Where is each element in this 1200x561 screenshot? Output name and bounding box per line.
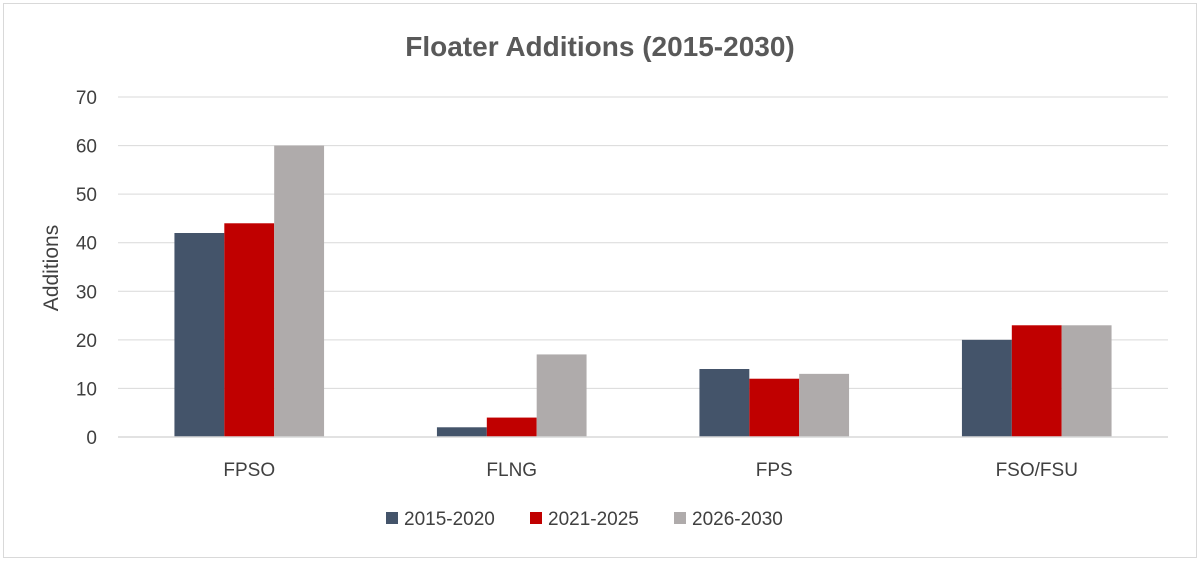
bar-flng-2015-2020 xyxy=(436,427,487,437)
bar-fpso-2021-2025 xyxy=(224,223,275,437)
legend-swatch xyxy=(530,512,542,524)
y-tick-label: 0 xyxy=(86,428,97,449)
legend-label: 2026-2030 xyxy=(692,509,783,530)
x-tick-label: FPSO xyxy=(223,460,275,481)
y-tick-label: 40 xyxy=(76,234,97,255)
bar-fps-2021-2025 xyxy=(749,378,800,437)
bar-fpso-2015-2020 xyxy=(174,233,225,437)
y-tick-label: 50 xyxy=(76,185,97,206)
bar-fso-fsu-2015-2020 xyxy=(961,339,1012,437)
legend: 2015-2020 2021-2025 2026-2030 xyxy=(386,509,783,530)
bar-fpso-2026-2030 xyxy=(274,145,325,438)
bar-fps-2026-2030 xyxy=(799,373,850,437)
x-tick-label: FLNG xyxy=(486,460,537,481)
y-axis-ticks: 0 10 20 30 40 50 60 70 xyxy=(76,88,97,449)
legend-label: 2015-2020 xyxy=(404,509,495,530)
y-tick-label: 70 xyxy=(76,88,97,109)
bar-fso-fsu-2026-2030 xyxy=(1061,325,1112,437)
legend-swatch xyxy=(386,512,398,524)
bar-flng-2026-2030 xyxy=(536,354,587,437)
y-axis-label: Additions xyxy=(40,225,63,311)
chart-title: Floater Additions (2015-2030) xyxy=(405,31,795,62)
y-tick-label: 30 xyxy=(76,282,97,303)
y-tick-label: 20 xyxy=(76,331,97,352)
bar-flng-2021-2025 xyxy=(486,417,537,437)
bar-fps-2015-2020 xyxy=(699,369,750,437)
x-axis-ticks: FPSO FLNG FPS FSO/FSU xyxy=(223,460,1078,481)
y-tick-label: 10 xyxy=(76,379,97,400)
legend-label: 2021-2025 xyxy=(548,509,639,530)
legend-swatch xyxy=(674,512,686,524)
x-tick-label: FPS xyxy=(756,460,793,481)
x-tick-label: FSO/FSU xyxy=(996,460,1078,481)
y-tick-label: 60 xyxy=(76,137,97,158)
bar-fso-fsu-2021-2025 xyxy=(1011,325,1062,437)
bars xyxy=(174,145,1112,438)
